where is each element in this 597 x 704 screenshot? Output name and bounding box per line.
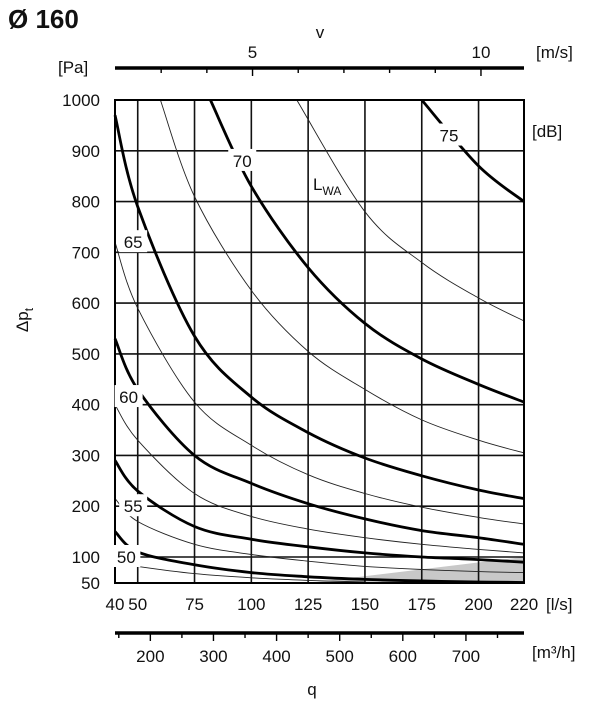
contour-label-bg (119, 230, 148, 253)
secondary-tick-label: 600 (389, 647, 417, 666)
contour-55 (113, 459, 525, 564)
y-tick-label: 600 (72, 294, 100, 313)
contour-label-bg (435, 123, 464, 146)
x-tick-label: 150 (351, 595, 379, 614)
x-tick-label: 125 (294, 595, 322, 614)
contour-label-50: 50 (117, 548, 136, 567)
y-tick-label: 500 (72, 345, 100, 364)
x-secondary-unit: [m³/h] (532, 643, 575, 662)
y-tick-label: 800 (72, 193, 100, 212)
contour-50 (113, 530, 525, 584)
secondary-tick-label: 300 (199, 647, 227, 666)
x-tick-label: 75 (185, 595, 204, 614)
contour-75 (420, 99, 525, 203)
chart-title: Ø 160 (8, 4, 79, 34)
y-tick-label: 700 (72, 243, 100, 262)
minor-curve (114, 242, 525, 525)
contour-60 (113, 338, 525, 546)
x-tick-label: 100 (237, 595, 265, 614)
y-axis-unit: [Pa] (58, 58, 88, 77)
contour-70 (209, 99, 525, 404)
x-tick-label: 175 (408, 595, 436, 614)
y-tick-label: 50 (81, 574, 100, 593)
plot-frame (114, 99, 525, 584)
y-tick-label: 200 (72, 497, 100, 516)
x-tick-label: 200 (464, 595, 492, 614)
contour-label-65: 65 (124, 233, 143, 252)
secondary-tick-label: 200 (136, 647, 164, 666)
secondary-tick-label: 400 (262, 647, 290, 666)
contour-label-70: 70 (233, 152, 252, 171)
y-axis-label: Δpt (13, 307, 36, 332)
minor-curve (114, 498, 525, 574)
contour-label-bg (112, 545, 141, 567)
secondary-tick-label: 500 (326, 647, 354, 666)
shaded-region (308, 557, 524, 583)
minor-curve (114, 404, 525, 554)
contour-label-55: 55 (124, 497, 143, 516)
x-axis-label: q (307, 680, 316, 699)
secondary-tick-label: 700 (452, 647, 480, 666)
x-tick-label: 220 (510, 595, 538, 614)
y-tick-label: 300 (72, 446, 100, 465)
y-tick-label: 1000 (62, 91, 100, 110)
y-tick-label: 400 (72, 396, 100, 415)
contour-unit: [dB] (532, 122, 562, 141)
y-tick-label: 900 (72, 142, 100, 161)
contour-label-bg (114, 385, 143, 408)
y-tick-label: 100 (72, 548, 100, 567)
contour-label: LWA (313, 175, 341, 198)
velocity-tick-label: 10 (472, 43, 491, 62)
x-axis-unit: [l/s] (546, 595, 572, 614)
contour-label-60: 60 (119, 388, 138, 407)
top-axis-label: v (316, 23, 325, 42)
velocity-tick-label: 5 (248, 43, 257, 62)
contour-label-75: 75 (440, 127, 459, 146)
contour-65 (113, 114, 525, 500)
top-axis-unit: [m/s] (536, 43, 573, 62)
x-tick-label: 50 (128, 595, 147, 614)
minor-curve (296, 99, 525, 322)
x-tick-label: 40 (106, 595, 125, 614)
contour-label-bg (119, 494, 148, 517)
minor-curve (159, 99, 525, 454)
contour-label-bg (228, 148, 257, 171)
